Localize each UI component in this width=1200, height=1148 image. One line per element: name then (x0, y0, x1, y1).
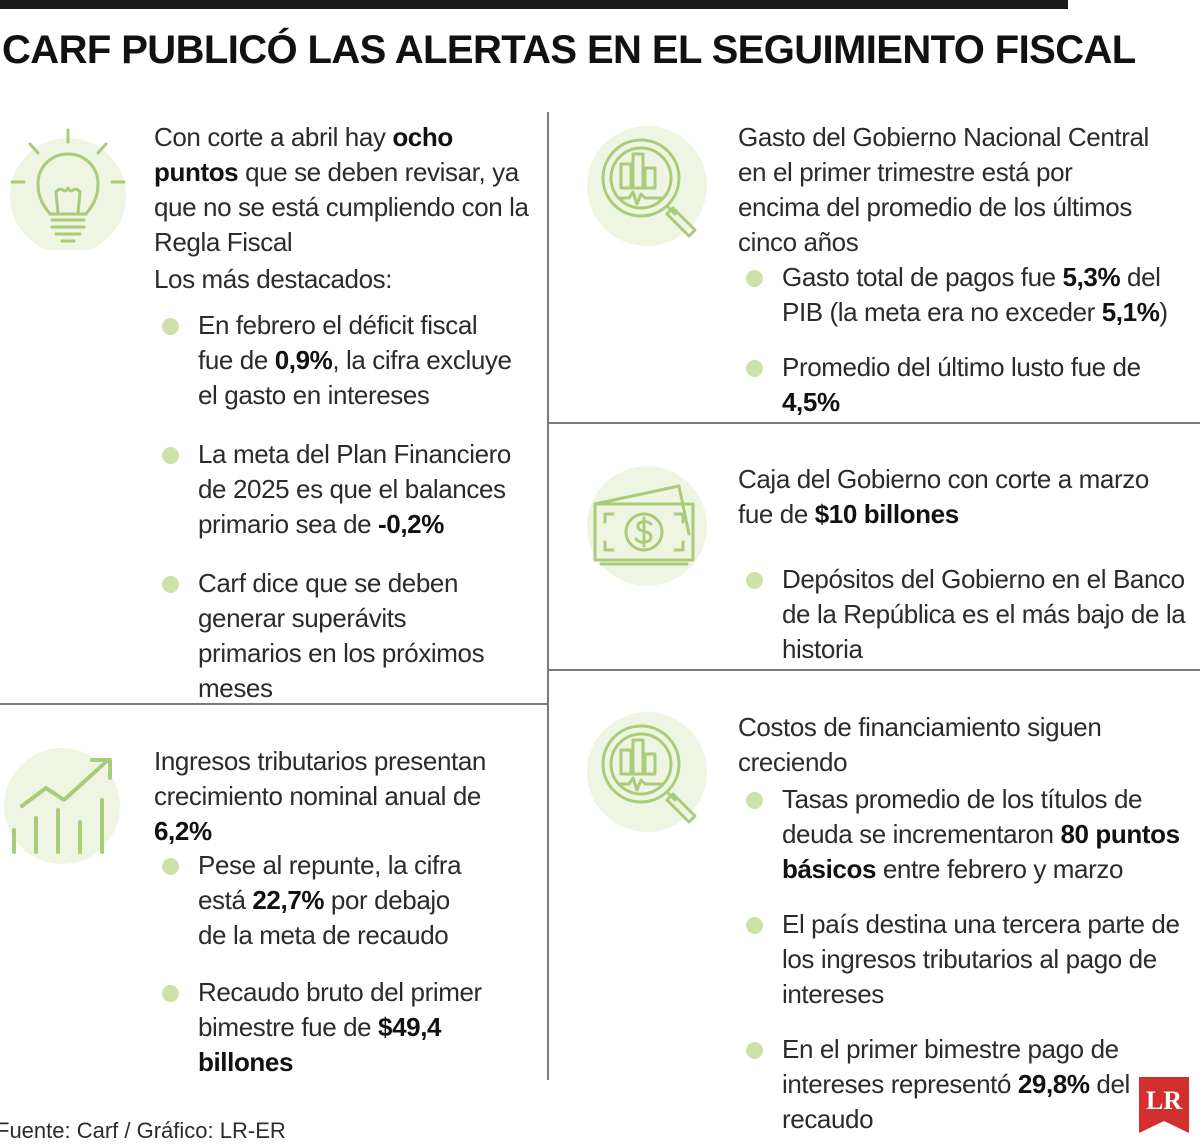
list-item: La meta del Plan Financiero de 2025 es q… (154, 437, 514, 542)
magnifier-chart-icon (585, 710, 709, 834)
growth-chart-icon (0, 742, 130, 866)
panel-a-subhead: Los más destacados: (154, 264, 393, 294)
page-title: CARF PUBLICÓ LAS ALERTAS EN EL SEGUIMIEN… (2, 28, 1136, 72)
magnifier-chart-icon (585, 124, 709, 248)
lightbulb-icon (6, 126, 126, 250)
section-divider-left (0, 703, 548, 705)
column-divider (547, 112, 549, 1080)
lr-logo: LR (1139, 1077, 1189, 1133)
panel-d-intro: Caja del Gobierno con corte a marzo fue … (738, 464, 1149, 529)
panel-d-list: Depósitos del Gobierno en el Banco de la… (738, 562, 1198, 667)
list-item: Promedio del último lusto fue de 4,5% (738, 350, 1188, 420)
panel-a-list: En febrero el déficit fiscal fue de 0,9%… (154, 308, 514, 706)
top-rule (0, 0, 1068, 9)
list-item: Tasas promedio de los títulos de deuda s… (738, 782, 1188, 887)
panel-a-intro: Con corte a abril hay ocho puntos que se… (154, 122, 529, 257)
source-credit: Fuente: Carf / Gráfico: LR-ER (0, 1118, 286, 1143)
panel-c-intro: Gasto del Gobierno Nacional Central en e… (738, 122, 1149, 257)
list-item: Depósitos del Gobierno en el Banco de la… (738, 562, 1198, 667)
banknote-icon (585, 464, 709, 588)
list-item: Recaudo bruto del primer bimestre fue de… (154, 975, 484, 1080)
list-item: Gasto total de pagos fue 5,3% del PIB (l… (738, 260, 1188, 330)
list-item: Carf dice que se deben generar superávit… (154, 566, 514, 706)
panel-e-list: Tasas promedio de los títulos de deuda s… (738, 782, 1188, 1137)
list-item: En el primer bimestre pago de intereses … (738, 1032, 1188, 1137)
section-divider-right-1 (548, 422, 1200, 424)
list-item: En febrero el déficit fiscal fue de 0,9%… (154, 308, 514, 413)
svg-text:LR: LR (1146, 1086, 1182, 1115)
section-divider-right-2 (548, 669, 1200, 671)
list-item: Pese al repunte, la cifra está 22,7% por… (154, 848, 484, 953)
panel-b-intro: Ingresos tributarios presentan crecimien… (154, 746, 486, 846)
panel-e-intro: Costos de financiamiento siguen creciend… (738, 712, 1102, 777)
list-item: El país destina una tercera parte de los… (738, 907, 1188, 1012)
panel-c-list: Gasto total de pagos fue 5,3% del PIB (l… (738, 260, 1188, 420)
panel-b-list: Pese al repunte, la cifra está 22,7% por… (154, 848, 484, 1080)
